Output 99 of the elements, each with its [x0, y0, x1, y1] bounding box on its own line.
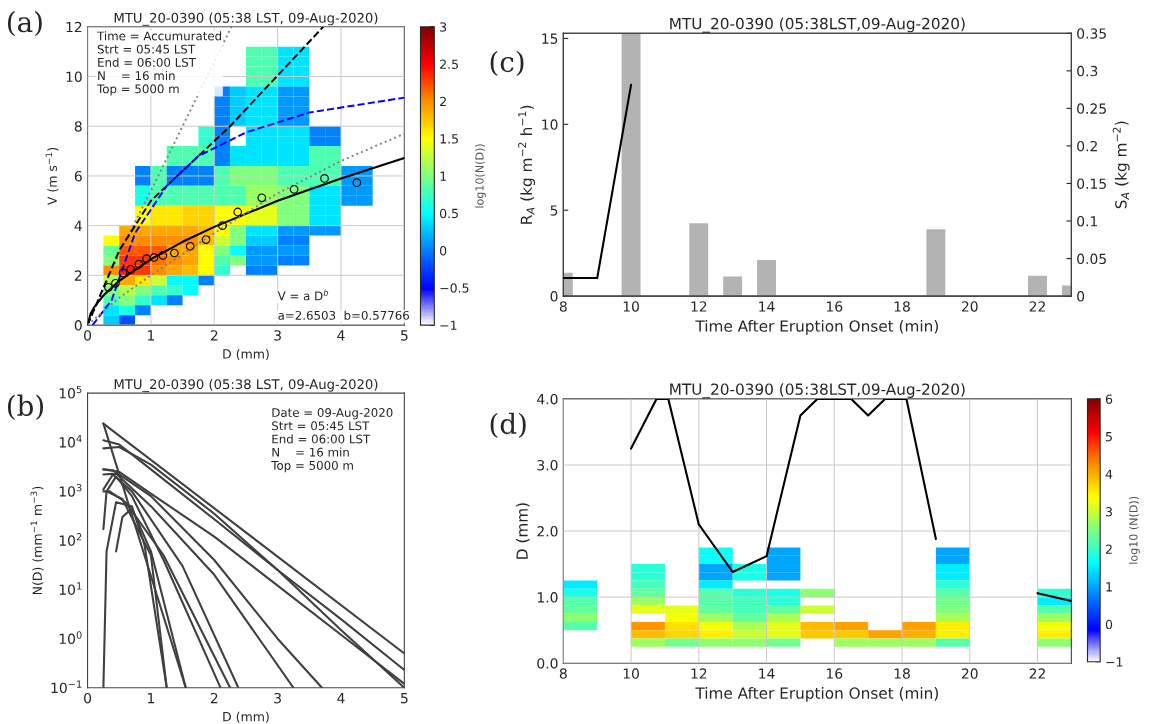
y-tick-label: 15: [542, 33, 558, 44]
y2-tick-label: 0.2: [1077, 140, 1097, 152]
y-tick-label: 2.0: [537, 526, 558, 537]
x-tick-label: 18: [894, 668, 910, 679]
y2-tick-label: 0.15: [1077, 178, 1106, 189]
y-tick-label: 0.0: [537, 658, 558, 669]
y-tick-label: 10$^{0}$: [59, 631, 82, 645]
x-tick-label: 20: [961, 668, 978, 679]
x-tick-label: 10: [623, 301, 639, 312]
chart-title: MTU_20-0390 (05:38 LST, 09-Aug-2020): [114, 378, 378, 393]
x-tick-label: 1: [148, 693, 155, 704]
y-axis-title: R$_{A}$ (kg m$^{−2}$ h$^{−1}$): [518, 105, 536, 224]
x-tick-label: 22: [1029, 668, 1045, 679]
x-tick-label: 12: [691, 668, 707, 679]
x-tick-label: 4: [337, 693, 345, 704]
x-tick-label: 4: [337, 330, 345, 341]
y-axis-title: V (m s$^{−1}$): [45, 147, 59, 206]
y2-tick-label: 0.05: [1077, 253, 1106, 265]
x-tick-label: 18: [894, 301, 910, 312]
x-tick-label: 1: [148, 330, 155, 341]
color-bar-label: 1: [440, 171, 446, 181]
y-axis-title: N(D) (mm$^{−1}$ m$^{−3}$): [30, 486, 44, 595]
y-tick-label: 10$^{−1}$: [51, 680, 82, 694]
y2-tick-label: 0: [1077, 291, 1085, 302]
x-axis-title: D (mm): [223, 348, 269, 361]
y-tick-label: 12: [66, 21, 82, 33]
y-tick-label: 1.0: [537, 592, 558, 603]
x-tick-label: 22: [1029, 301, 1045, 312]
x-tick-label: 8: [559, 301, 567, 312]
x-tick-label: 0: [84, 692, 92, 704]
x-axis-title: D (mm): [223, 711, 269, 723]
x-tick-label: 5: [401, 330, 408, 341]
color-bar-label: 1.5: [440, 134, 458, 144]
text: (c): [490, 50, 524, 77]
color-bar-label: −1: [1106, 657, 1123, 667]
y-tick-label: 10$^{5}$: [59, 385, 82, 399]
y2-tick-label: 0.35: [1077, 28, 1106, 39]
y-tick-label: 8: [74, 121, 82, 132]
y-tick-label: 6: [74, 170, 82, 182]
color-bar-label: −0.5: [440, 283, 469, 293]
y-tick-label: 10$^{1}$: [59, 582, 82, 595]
x-tick-label: 2: [210, 692, 218, 704]
y-axis-title: D (mm): [516, 503, 530, 559]
color-bar-label: 5: [1105, 432, 1112, 442]
y-tick-label: 3.0: [537, 459, 558, 471]
chart-title: MTU_20-0390 (05:38LST,09-Aug-2020): [670, 383, 965, 399]
y-tick-label: 4.0: [537, 393, 558, 405]
y-tick-label: 5: [550, 205, 558, 216]
x-tick-label: 14: [759, 668, 775, 679]
color-bar-label: 0: [439, 245, 447, 256]
x-axis-title: Time After Eruption Onset (min): [695, 687, 938, 702]
x-tick-label: 12: [691, 301, 707, 312]
y-tick-label: 10: [66, 71, 82, 82]
color-bar-label: 2: [1105, 544, 1112, 554]
color-bar-title: log10 (N(D)): [1129, 496, 1140, 564]
color-bar-label: 4: [1105, 469, 1113, 479]
y-tick-label: 0: [74, 320, 82, 331]
text: (a): [7, 10, 42, 37]
y2-tick-label: 0.1: [1077, 216, 1098, 227]
x-tick-label: 5: [401, 693, 408, 704]
y-tick-label: 10$^{2}$: [59, 533, 82, 546]
color-bar-label: −1: [440, 320, 457, 330]
chart-title: MTU_20-0390 (05:38 LST, 09-Aug-2020): [114, 12, 378, 26]
annotation: V = a D$^{b}$: [277, 289, 329, 301]
x-tick-label: 16: [826, 668, 843, 679]
color-bar-title: log10(N(D)): [475, 144, 486, 208]
x-tick-label: 20: [961, 301, 978, 312]
color-bar-label: 2: [440, 96, 446, 107]
color-bar-label: 3: [440, 22, 447, 32]
color-bar-label: 3: [1105, 507, 1112, 517]
color-bar-label: 0.5: [439, 208, 458, 219]
color-bar-label: 1: [1106, 582, 1112, 592]
y-tick-label: 2: [74, 270, 82, 281]
x-tick-label: 8: [559, 668, 567, 679]
x-tick-label: 10: [623, 668, 639, 679]
y2-axis-title: S$_{A}$ (kg m$^{−2}$): [1112, 121, 1130, 209]
annotation: a=2.6503 b=0.57766: [278, 310, 410, 320]
y-tick-label: 4: [74, 220, 82, 231]
x-axis-title: Time After Eruption Onset (min): [695, 319, 938, 335]
x-tick-label: 14: [759, 301, 775, 312]
y-tick-label: 10$^{3}$: [59, 483, 82, 497]
color-bar-label: 0: [1105, 619, 1113, 630]
annotation: Time = Accumurated Strt = 05:45 LST End = 06:00 LST N = 16 min Top = 5000 m: [97, 31, 222, 96]
x-tick-label: 2: [210, 330, 218, 341]
chart-title: MTU_20-0390 (05:38LST,09-Aug-2020): [670, 17, 965, 33]
color-bar-label: 2.5: [440, 59, 458, 69]
y2-tick-label: 0.25: [1077, 103, 1106, 114]
text: (d): [490, 412, 526, 439]
annotation: Date = 09-Aug-2020 Strt = 05:45 LST End = 06:00 LST N = 16 min Top = 5000 m: [271, 408, 393, 473]
y-tick-label: 10: [542, 119, 558, 130]
y2-tick-label: 0.3: [1077, 65, 1098, 77]
color-bar-label: 6: [1105, 394, 1113, 404]
y-tick-label: 0: [550, 291, 558, 302]
x-tick-label: 3: [274, 692, 281, 704]
x-tick-label: 16: [826, 301, 843, 312]
text: (b): [7, 394, 44, 421]
x-tick-label: 0: [84, 330, 92, 341]
x-tick-label: 3: [274, 330, 281, 341]
y-tick-label: 10$^{4}$: [59, 435, 82, 448]
